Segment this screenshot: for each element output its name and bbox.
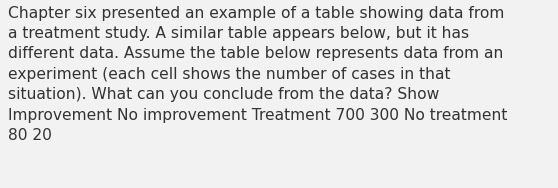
Text: Chapter six presented an example of a table showing data from
a treatment study.: Chapter six presented an example of a ta…	[8, 6, 508, 143]
